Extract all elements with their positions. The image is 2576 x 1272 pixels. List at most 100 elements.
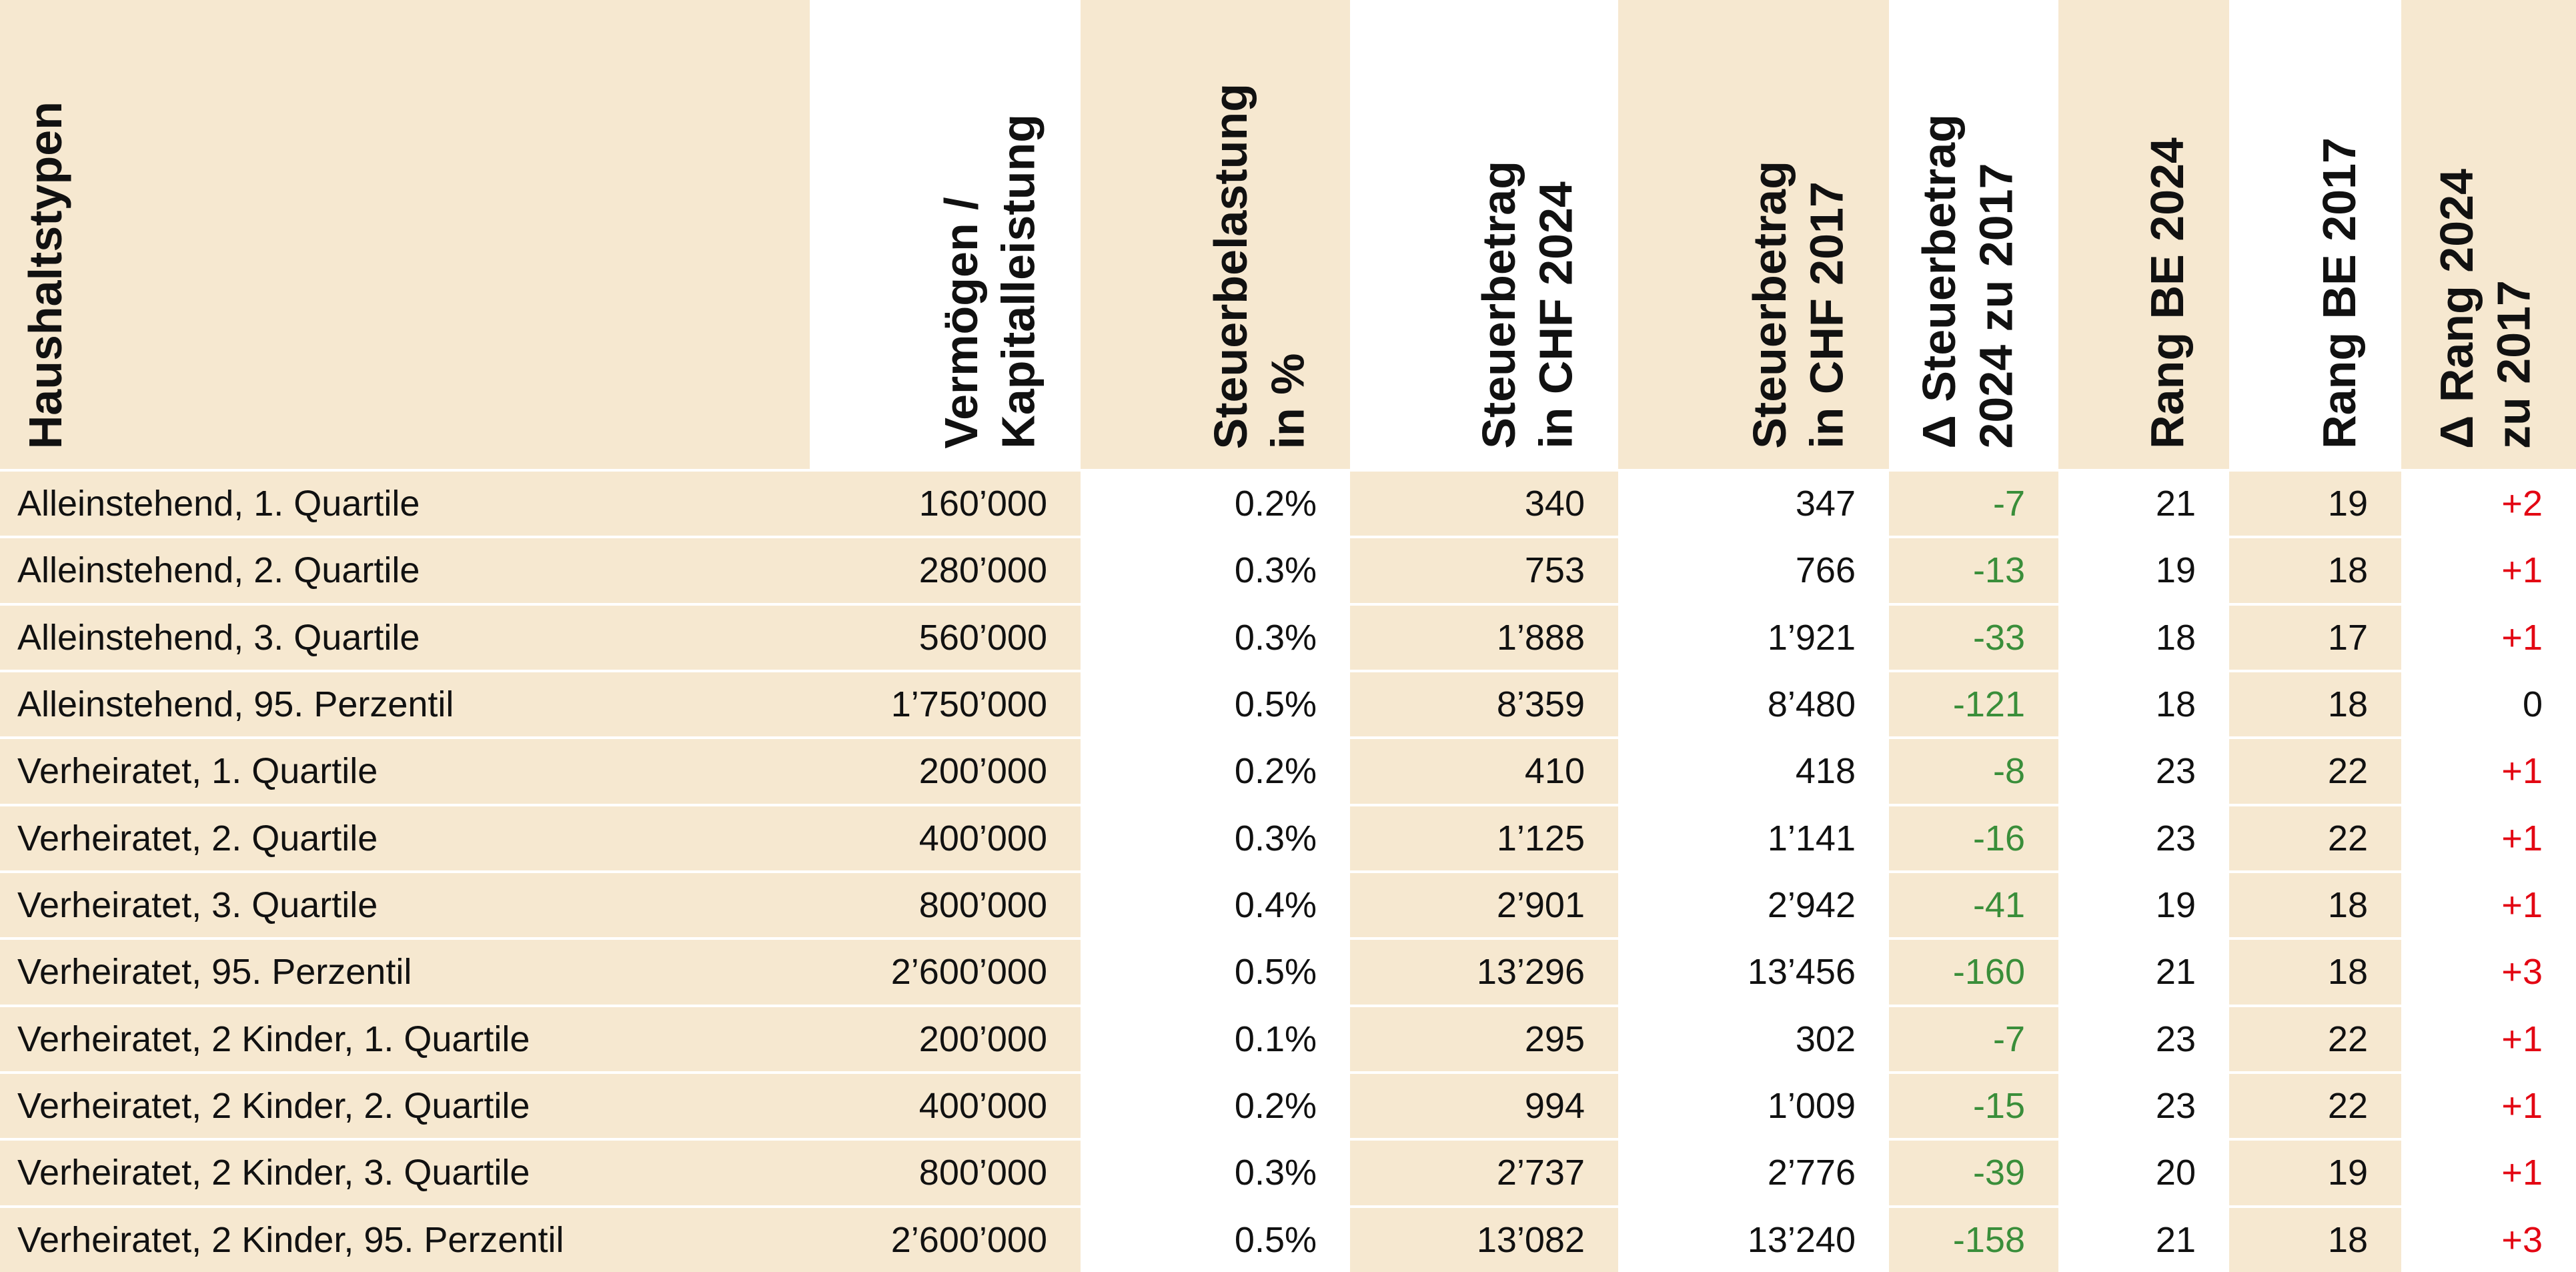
cell-delta-rang: +1 [2401, 605, 2576, 670]
cell-steuerbetrag-chf-2024: 1’888 [1350, 605, 1618, 670]
cell-rang-be-2024: 21 [2058, 472, 2229, 536]
cell-delta-steuerbetrag: -41 [1889, 872, 2058, 938]
cell-vermoegen-kapitalleistung: 200’000 [810, 1007, 1081, 1071]
column-header-label: Vermögen / Kapitalleistung [935, 114, 1045, 449]
column-header-label: Rang BE 2024 [2140, 137, 2193, 449]
cell-rang-be-2024: 19 [2058, 872, 2229, 938]
cell-rang-be-2017: 17 [2229, 605, 2401, 670]
cell-delta-rang: +1 [2401, 1141, 2576, 1205]
column-header-label: Δ Steuerbetrag 2024 zu 2017 [1913, 114, 2022, 449]
table-row: Verheiratet, 1. Quartile 200’000 0.2% 410 41… [0, 736, 2576, 804]
column-header-label: Rang BE 2017 [2313, 137, 2365, 449]
cell-delta-rang: 0 [2401, 672, 2576, 737]
column-header-label: Steuerbetrag in CHF 2024 [1473, 161, 1582, 449]
column-header-label: Steuerbetrag in CHF 2017 [1744, 161, 1853, 449]
cell-steuerbetrag-chf-2017: 347 [1618, 472, 1889, 536]
cell-steuerbetrag-chf-2017: 2’942 [1618, 872, 1889, 938]
cell-rang-be-2024: 21 [2058, 940, 2229, 1005]
table-row: Alleinstehend, 95. Perzentil 1’750’000 0.5… [0, 669, 2576, 737]
cell-rang-be-2024: 20 [2058, 1141, 2229, 1205]
table-row: Verheiratet, 2 Kinder, 2. Quartile 400’00… [0, 1071, 2576, 1139]
cell-haushaltstypen: Verheiratet, 3. Quartile [0, 872, 810, 938]
cell-steuerbelastung-prozent: 0.2% [1081, 739, 1350, 804]
cell-rang-be-2017: 22 [2229, 1007, 2401, 1071]
cell-delta-steuerbetrag: -33 [1889, 605, 2058, 670]
column-header-steuerbetrag-2024: Steuerbetrag in CHF 2024 [1350, 0, 1618, 469]
cell-vermoegen-kapitalleistung: 160’000 [810, 472, 1081, 536]
cell-rang-be-2017: 18 [2229, 940, 2401, 1005]
cell-delta-steuerbetrag: -39 [1889, 1141, 2058, 1205]
cell-steuerbetrag-chf-2024: 994 [1350, 1073, 1618, 1139]
cell-haushaltstypen: Verheiratet, 1. Quartile [0, 739, 810, 804]
cell-vermoegen-kapitalleistung: 1’750’000 [810, 672, 1081, 737]
cell-rang-be-2017: 18 [2229, 1207, 2401, 1272]
column-header-rang-be-2017: Rang BE 2017 [2229, 0, 2401, 469]
cell-delta-steuerbetrag: -16 [1889, 806, 2058, 870]
cell-delta-steuerbetrag: -13 [1889, 538, 2058, 603]
column-header-haushaltstypen: Haushaltstypen [0, 0, 810, 469]
cell-steuerbetrag-chf-2024: 13’296 [1350, 940, 1618, 1005]
table-row: Alleinstehend, 1. Quartile 160’000 0.2% 340… [0, 469, 2576, 536]
cell-steuerbelastung-prozent: 0.3% [1081, 806, 1350, 870]
cell-steuerbelastung-prozent: 0.3% [1081, 538, 1350, 603]
cell-delta-rang: +1 [2401, 872, 2576, 938]
cell-haushaltstypen: Verheiratet, 2 Kinder, 1. Quartile [0, 1007, 810, 1071]
cell-rang-be-2024: 19 [2058, 538, 2229, 603]
cell-steuerbetrag-chf-2024: 2’737 [1350, 1141, 1618, 1205]
cell-steuerbetrag-chf-2017: 8’480 [1618, 672, 1889, 737]
column-header-delta-rang: Δ Rang 2024 zu 2017 [2401, 0, 2576, 469]
cell-vermoegen-kapitalleistung: 560’000 [810, 605, 1081, 670]
cell-rang-be-2024: 18 [2058, 672, 2229, 737]
cell-rang-be-2017: 19 [2229, 1141, 2401, 1205]
cell-delta-steuerbetrag: -7 [1889, 1007, 2058, 1071]
cell-vermoegen-kapitalleistung: 800’000 [810, 1141, 1081, 1205]
cell-haushaltstypen: Alleinstehend, 2. Quartile [0, 538, 810, 603]
cell-steuerbetrag-chf-2024: 340 [1350, 472, 1618, 536]
cell-rang-be-2024: 23 [2058, 1007, 2229, 1071]
cell-delta-rang: +1 [2401, 1007, 2576, 1071]
cell-delta-steuerbetrag: -158 [1889, 1207, 2058, 1272]
cell-delta-rang: +3 [2401, 940, 2576, 1005]
column-header-delta-steuerbetrag: Δ Steuerbetrag 2024 zu 2017 [1889, 0, 2058, 469]
cell-steuerbetrag-chf-2024: 753 [1350, 538, 1618, 603]
cell-rang-be-2017: 22 [2229, 1073, 2401, 1139]
table-row: Verheiratet, 2. Quartile 400’000 0.3% 1’125… [0, 803, 2576, 870]
cell-rang-be-2017: 22 [2229, 739, 2401, 804]
cell-delta-steuerbetrag: -7 [1889, 472, 2058, 536]
cell-delta-steuerbetrag: -15 [1889, 1073, 2058, 1139]
cell-haushaltstypen: Verheiratet, 2 Kinder, 2. Quartile [0, 1073, 810, 1139]
table-row: Verheiratet, 2 Kinder, 1. Quartile 200’00… [0, 1004, 2576, 1071]
cell-vermoegen-kapitalleistung: 400’000 [810, 806, 1081, 870]
column-header-label: Δ Rang 2024 zu 2017 [2431, 169, 2540, 449]
column-header-rang-be-2024: Rang BE 2024 [2058, 0, 2229, 469]
table-header: Haushaltstypen Vermögen / Kapitalleistun… [0, 0, 2576, 469]
table-row: Verheiratet, 2 Kinder, 3. Quartile 800’00… [0, 1138, 2576, 1205]
cell-delta-rang: +1 [2401, 739, 2576, 804]
cell-delta-steuerbetrag: -160 [1889, 940, 2058, 1005]
cell-vermoegen-kapitalleistung: 280’000 [810, 538, 1081, 603]
cell-steuerbetrag-chf-2024: 2’901 [1350, 872, 1618, 938]
cell-steuerbetrag-chf-2024: 8’359 [1350, 672, 1618, 737]
cell-vermoegen-kapitalleistung: 2’600’000 [810, 940, 1081, 1005]
cell-steuerbetrag-chf-2017: 13’240 [1618, 1207, 1889, 1272]
cell-delta-rang: +2 [2401, 472, 2576, 536]
cell-vermoegen-kapitalleistung: 200’000 [810, 739, 1081, 804]
column-header-label: Steuerbelastung in % [1205, 83, 1314, 449]
cell-steuerbelastung-prozent: 0.2% [1081, 472, 1350, 536]
cell-steuerbetrag-chf-2024: 295 [1350, 1007, 1618, 1071]
cell-steuerbetrag-chf-2024: 1’125 [1350, 806, 1618, 870]
cell-rang-be-2017: 22 [2229, 806, 2401, 870]
cell-steuerbetrag-chf-2017: 13’456 [1618, 940, 1889, 1005]
cell-delta-rang: +1 [2401, 538, 2576, 603]
cell-steuerbelastung-prozent: 0.2% [1081, 1073, 1350, 1139]
cell-haushaltstypen: Verheiratet, 2. Quartile [0, 806, 810, 870]
cell-rang-be-2017: 18 [2229, 538, 2401, 603]
cell-rang-be-2024: 23 [2058, 806, 2229, 870]
column-header-steuerbetrag-2017: Steuerbetrag in CHF 2017 [1618, 0, 1889, 469]
cell-rang-be-2017: 18 [2229, 872, 2401, 938]
cell-steuerbetrag-chf-2017: 1’921 [1618, 605, 1889, 670]
cell-haushaltstypen: Alleinstehend, 1. Quartile [0, 472, 810, 536]
cell-rang-be-2024: 21 [2058, 1207, 2229, 1272]
cell-vermoegen-kapitalleistung: 800’000 [810, 872, 1081, 938]
